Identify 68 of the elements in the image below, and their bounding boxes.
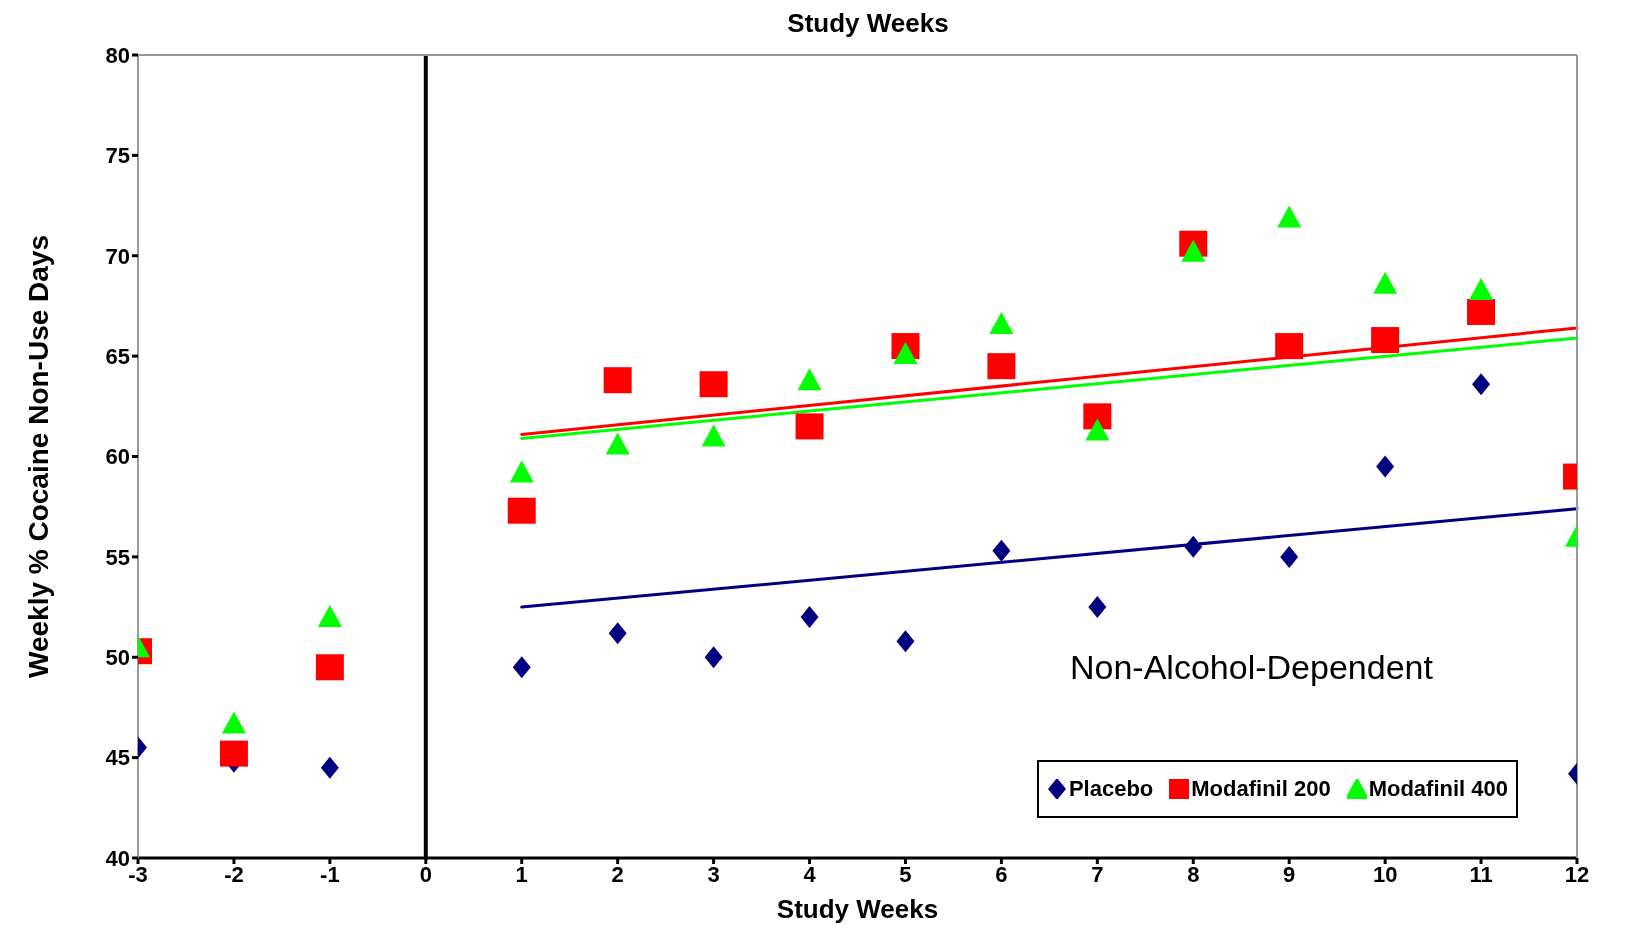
x-axis-title: Study Weeks (776, 894, 939, 924)
legend-label: Modafinil 200 (1190, 776, 1331, 802)
x-tick-label: 11 (1469, 861, 1493, 887)
point (1275, 333, 1304, 360)
point (893, 342, 918, 365)
x-tick-label: 8 (1187, 861, 1200, 887)
point (1280, 545, 1299, 568)
point (704, 646, 723, 669)
y-tick-label: 50 (105, 645, 130, 671)
point (1083, 403, 1112, 430)
point (1373, 271, 1398, 294)
legend-label: Modafinil 400 (1367, 776, 1508, 802)
x-tick-label: -1 (320, 861, 340, 887)
point (221, 711, 246, 734)
y-tick-label: 40 (105, 845, 130, 871)
point (987, 353, 1016, 380)
x-tick-label: 10 (1372, 861, 1398, 887)
x-tick-label: 7 (1091, 861, 1104, 887)
point (989, 312, 1014, 335)
y-tick-label: 75 (105, 143, 130, 169)
point (699, 371, 728, 398)
x-tick-label: 9 (1283, 861, 1296, 887)
point (1467, 298, 1496, 325)
point (509, 460, 534, 483)
x-tick-label: 5 (899, 861, 912, 887)
y-tick-label: 60 (105, 444, 130, 470)
annotation: Non-Alcohol-Dependent (1070, 648, 1433, 687)
y-axis-title: Weekly % Cocaine Non-Use Days (22, 235, 54, 678)
point (1472, 373, 1491, 396)
x-tick-label: 12 (1564, 861, 1590, 887)
point (797, 368, 822, 391)
point (608, 622, 627, 645)
y-tick-label: 45 (105, 745, 130, 771)
legend-label: Placebo (1067, 776, 1154, 802)
x-tick-label: -3 (128, 861, 148, 887)
x-tick-label: 0 (419, 861, 432, 887)
point (507, 497, 536, 524)
y-tick-label: 80 (105, 42, 130, 68)
point (1376, 455, 1395, 478)
x-tick-label: -2 (224, 861, 244, 887)
point (896, 630, 915, 653)
x-tick-label: 2 (611, 861, 624, 887)
y-tick-label: 55 (105, 544, 130, 570)
x-tick-label: 1 (515, 861, 528, 887)
x-tick-label: 4 (803, 861, 817, 887)
point (219, 740, 248, 767)
point (317, 605, 342, 628)
point (1181, 239, 1206, 262)
chart-title: Study Weeks (786, 8, 950, 38)
point (512, 656, 531, 679)
x-tick-label: 6 (995, 861, 1008, 887)
point (1371, 327, 1400, 354)
y-tick-label: 70 (105, 243, 130, 269)
x-tick-label: 3 (707, 861, 720, 887)
point (992, 539, 1011, 562)
point (320, 756, 339, 779)
point (795, 413, 824, 440)
point (1085, 418, 1110, 441)
point (1184, 535, 1203, 558)
point (1088, 596, 1107, 619)
y-tick-label: 65 (105, 343, 130, 369)
point (315, 654, 344, 681)
point (1469, 277, 1494, 300)
point (603, 367, 632, 394)
point (800, 606, 819, 629)
point (701, 424, 726, 447)
point (605, 432, 630, 455)
point (1277, 205, 1302, 228)
